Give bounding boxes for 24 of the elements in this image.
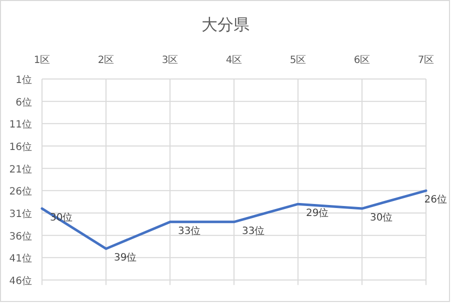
- y-tick-label: 11位: [9, 118, 32, 131]
- x-tick-label: 7区: [418, 55, 434, 66]
- y-tick-label: 46位: [9, 275, 32, 287]
- y-tick-label: 21位: [9, 163, 32, 176]
- y-tick-label: 26位: [9, 186, 32, 198]
- y-tick-label: 31位: [9, 208, 32, 220]
- data-label: 30位: [370, 212, 393, 224]
- y-tick-label: 1位: [16, 74, 32, 86]
- x-tick-label: 3区: [162, 55, 178, 66]
- data-label: 29位: [306, 207, 329, 220]
- y-tick-label: 6位: [16, 96, 32, 108]
- x-tick-label: 4区: [226, 55, 242, 66]
- data-label: 39位: [114, 252, 137, 264]
- data-label: 33位: [178, 224, 201, 237]
- chart-title: 大分県: [202, 15, 250, 34]
- data-label: 26位: [424, 194, 447, 206]
- x-tick-label: 6区: [354, 55, 370, 66]
- y-tick-label: 41位: [9, 252, 32, 265]
- x-tick-label: 1区: [34, 55, 50, 66]
- y-tick-label: 36位: [9, 230, 32, 242]
- x-tick-label: 5区: [290, 55, 306, 66]
- x-tick-label: 2区: [98, 55, 114, 66]
- y-tick-label: 16位: [9, 141, 32, 153]
- data-label: 33位: [242, 224, 265, 237]
